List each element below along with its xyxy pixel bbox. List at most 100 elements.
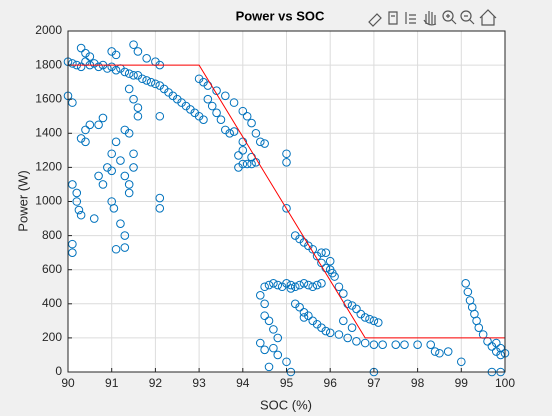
x-tick-label: 96 <box>324 376 338 390</box>
point <box>221 91 230 101</box>
toolbar-zoom-in-plus <box>446 14 457 25</box>
toolbar-brush[interactable] <box>368 13 382 27</box>
point <box>343 333 352 343</box>
point <box>295 280 304 290</box>
y-axis-label: Power (W) <box>15 170 30 231</box>
point <box>474 323 484 332</box>
point <box>120 67 130 77</box>
x-tick-label: 92 <box>149 376 163 390</box>
point <box>85 120 95 130</box>
x-tick-label: 93 <box>192 376 206 390</box>
y-tick-label: 1600 <box>35 91 62 105</box>
point <box>238 106 248 116</box>
point <box>496 350 505 360</box>
point <box>151 79 160 89</box>
point <box>365 314 374 324</box>
toolbar-zoom-in[interactable] <box>442 10 454 22</box>
x-tick-label: 97 <box>367 376 381 390</box>
toolbar-datatip[interactable] <box>388 11 398 25</box>
point <box>81 137 90 147</box>
point <box>321 326 331 336</box>
point <box>413 340 422 350</box>
toolbar[interactable] <box>368 9 497 27</box>
point <box>269 343 278 353</box>
point <box>111 137 121 147</box>
point <box>155 193 165 203</box>
point <box>111 244 121 254</box>
point <box>242 159 252 169</box>
point <box>199 115 208 124</box>
point <box>339 289 348 298</box>
point <box>430 347 440 356</box>
point <box>282 357 291 367</box>
point <box>264 316 274 326</box>
point <box>273 350 283 360</box>
x-tick-label: 99 <box>455 376 469 390</box>
point <box>400 340 409 350</box>
point <box>68 180 77 189</box>
toolbar-zoom-out[interactable] <box>460 10 472 22</box>
point <box>295 302 304 312</box>
point <box>273 280 283 290</box>
point <box>107 166 116 176</box>
point <box>120 171 130 181</box>
point <box>74 205 84 215</box>
point <box>251 129 261 138</box>
point <box>124 84 134 94</box>
point <box>107 149 116 159</box>
x-axis-label: SOC (%) <box>260 397 312 412</box>
point <box>120 243 130 252</box>
point <box>238 146 248 155</box>
point <box>133 111 143 121</box>
point <box>264 280 274 290</box>
point <box>89 214 99 223</box>
point <box>308 282 318 292</box>
point <box>443 347 453 356</box>
point <box>129 71 138 80</box>
point <box>124 129 134 138</box>
point <box>312 280 322 290</box>
point <box>334 282 344 292</box>
point <box>260 299 269 309</box>
toolbar-home[interactable] <box>479 9 497 26</box>
point <box>255 290 265 300</box>
point <box>273 333 283 343</box>
point <box>304 311 313 321</box>
point <box>369 316 379 326</box>
point <box>325 256 335 266</box>
x-tick-label: 98 <box>411 376 425 390</box>
point <box>299 313 309 322</box>
y-tick-label: 2000 <box>35 23 62 37</box>
point <box>72 188 82 198</box>
point <box>282 149 291 159</box>
point <box>116 219 125 228</box>
chart-title: Power vs SOC <box>236 8 325 23</box>
point <box>286 280 296 290</box>
point <box>234 151 243 160</box>
y-tick-label: 1200 <box>35 160 62 174</box>
y-tick-label: 400 <box>42 296 62 310</box>
point <box>207 101 217 111</box>
point <box>352 304 361 314</box>
point <box>463 287 473 297</box>
point <box>260 345 269 355</box>
point <box>347 323 357 332</box>
point <box>260 311 269 321</box>
point <box>116 156 125 165</box>
point <box>94 62 103 72</box>
point <box>461 279 470 288</box>
point <box>242 111 252 121</box>
toolbar-legend[interactable] <box>405 12 416 24</box>
point <box>247 159 256 169</box>
point <box>378 340 387 350</box>
point <box>321 248 331 257</box>
point <box>457 357 466 367</box>
x-tick-label: 94 <box>236 376 250 390</box>
y-tick-label: 1400 <box>35 125 62 139</box>
point <box>352 337 361 346</box>
point <box>255 338 265 348</box>
toolbar-pan[interactable] <box>423 11 437 26</box>
point <box>155 111 165 121</box>
point <box>229 98 239 107</box>
point <box>238 137 248 147</box>
